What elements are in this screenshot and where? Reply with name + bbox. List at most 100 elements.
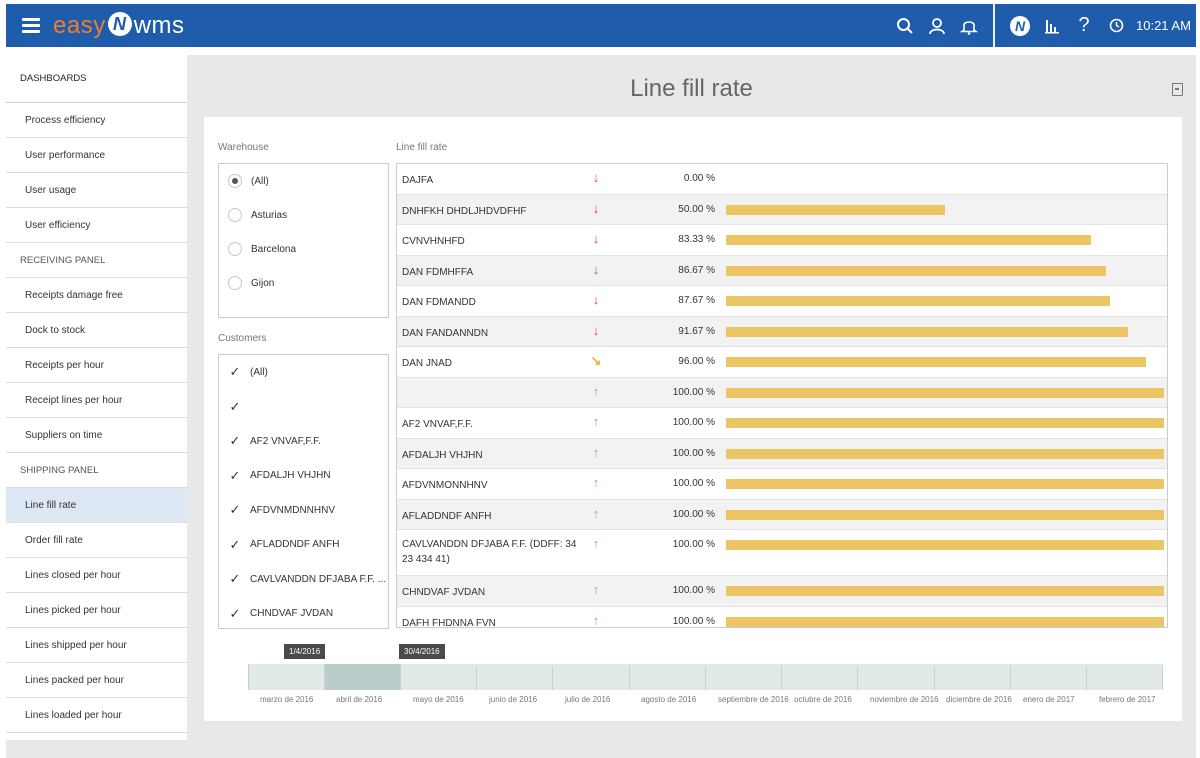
radio-button[interactable] bbox=[228, 208, 242, 222]
fill-rate-value: 0.00 % bbox=[683, 173, 715, 184]
bell-icon[interactable] bbox=[953, 4, 985, 47]
timeline-selection[interactable] bbox=[324, 664, 401, 690]
header-separator bbox=[993, 4, 995, 47]
row-name: DAN JNAD bbox=[402, 358, 453, 369]
checkmark-icon[interactable]: ✓ bbox=[229, 502, 241, 518]
timeline-month-label: agosto de 2016 bbox=[641, 695, 697, 704]
radio-button[interactable] bbox=[228, 242, 242, 256]
sidebar-item-suppliers-on-time[interactable]: Suppliers on time bbox=[6, 418, 187, 453]
customer-option-label: AFDALJH VHJHN bbox=[250, 470, 331, 482]
table-row[interactable]: CAVLVANDDN DFJABA F.F. (DDFF: 34 23 434 … bbox=[397, 530, 1167, 576]
timeline-tick bbox=[705, 666, 706, 690]
trend-up-arrow-icon: ↑ bbox=[592, 444, 600, 460]
customer-option-blank[interactable]: ✓ bbox=[219, 390, 388, 425]
row-name: AFDVNMONNHNV bbox=[402, 480, 488, 491]
warehouse-option-gijon[interactable]: Gijon bbox=[219, 266, 388, 300]
sidebar-item-user-efficiency[interactable]: User efficiency bbox=[6, 208, 187, 243]
timeline-end-handle[interactable]: 30/4/2016 bbox=[399, 644, 445, 659]
table-row[interactable]: AFLADDNDF ANFH ↑ 100.00 % bbox=[397, 499, 1167, 530]
checkmark-icon[interactable]: ✓ bbox=[229, 571, 241, 587]
checkmark-icon[interactable]: ✓ bbox=[229, 467, 241, 483]
bar-track bbox=[726, 586, 1164, 596]
warehouse-option-all[interactable]: (All) bbox=[219, 164, 388, 198]
checkmark-icon[interactable]: ✓ bbox=[229, 433, 241, 449]
row-name: AFDALJH VHJHN bbox=[402, 449, 483, 461]
logo-badge: N bbox=[107, 12, 132, 36]
customer-option-label: (All) bbox=[250, 366, 268, 378]
help-icon[interactable]: ? bbox=[1078, 14, 1090, 36]
sidebar-item-process-efficiency[interactable]: Process efficiency bbox=[6, 103, 187, 138]
bar-track bbox=[726, 204, 1164, 215]
sidebar-item-user-usage[interactable]: User usage bbox=[6, 173, 187, 208]
sidebar-title: DASHBOARDS bbox=[6, 55, 187, 103]
table-row[interactable]: DAN FANDANNDN ↓ 91.67 % bbox=[397, 316, 1167, 347]
radio-button[interactable] bbox=[228, 174, 242, 188]
line-fill-rate-table: DAJFA ↓ 0.00 % DNHFKH DHDLJHDVDFHF ↓ 50.00 % C… bbox=[396, 163, 1168, 628]
customer-option-afdvnmdnnhnv[interactable]: ✓ AFDVNMDNNHNV bbox=[219, 493, 388, 528]
table-row[interactable]: CVNVHNHFD ↓ 83.33 % bbox=[397, 225, 1167, 256]
fill-rate-bar bbox=[726, 616, 1164, 627]
search-icon[interactable] bbox=[889, 4, 921, 47]
chart-icon[interactable] bbox=[1036, 4, 1068, 47]
chart-title: Line fill rate bbox=[396, 142, 448, 153]
brand-icon[interactable]: N bbox=[1004, 4, 1036, 47]
sidebar-item-lines-picked-per-hour[interactable]: Lines picked per hour bbox=[6, 593, 187, 628]
table-row[interactable]: DAFH FHDNNA FVN ↑ 100.00 % bbox=[397, 607, 1167, 627]
sidebar-item-receipts-per-hour[interactable]: Receipts per hour bbox=[6, 348, 187, 383]
row-name: CVNVHNHFD bbox=[402, 236, 465, 247]
customer-option-cavlvanddn-dfjaba-f-f[interactable]: ✓ CAVLVANDDN DFJABA F.F. ... bbox=[219, 562, 388, 597]
checkmark-icon[interactable]: ✓ bbox=[229, 605, 241, 621]
table-row[interactable]: AFDVNMONNHNV ↑ 100.00 % bbox=[397, 469, 1167, 500]
customer-option-afladdndf-anfh[interactable]: ✓ AFLADDNDF ANFH bbox=[219, 528, 388, 563]
table-row[interactable]: AFDALJH VHJHN ↑ 100.00 % bbox=[397, 438, 1167, 469]
radio-button[interactable] bbox=[228, 276, 242, 290]
customer-option-afdaljh-vhjhn[interactable]: ✓ AFDALJH VHJHN bbox=[219, 459, 388, 494]
clock-icon bbox=[1100, 4, 1132, 47]
timeline-month-label: marzo de 2016 bbox=[260, 695, 314, 704]
dashboard-panel: Warehouse (All) Asturias Barcelona Gijon Cu… bbox=[204, 117, 1182, 721]
sidebar-item-order-fill-rate[interactable]: Order fill rate bbox=[6, 523, 187, 558]
checkmark-icon[interactable]: ✓ bbox=[229, 398, 241, 414]
sidebar-item-lines-loaded-per-hour[interactable]: Lines loaded per hour bbox=[6, 698, 187, 733]
table-row[interactable]: CHNDVAF JVDAN ↑ 100.00 % bbox=[397, 576, 1167, 607]
sidebar-item-line-fill-rate[interactable]: Line fill rate bbox=[6, 488, 187, 523]
sidebar: DASHBOARDS Process efficiency User perfor… bbox=[6, 55, 187, 740]
customer-option-af2-vnvaf-f-f[interactable]: ✓ AF2 VNVAF,F.F. bbox=[219, 424, 388, 459]
fill-rate-bar bbox=[726, 418, 1164, 428]
fill-rate-value: 100.00 % bbox=[672, 539, 715, 550]
table-row[interactable]: DAN FDMHFFA ↓ 86.67 % bbox=[397, 255, 1167, 286]
customer-option-all[interactable]: ✓ (All) bbox=[219, 355, 388, 390]
customer-option-chndvaf-jvdan[interactable]: ✓ CHNDVAF JVDAN bbox=[219, 597, 388, 629]
row-name: DAJFA bbox=[402, 175, 434, 186]
menu-icon[interactable] bbox=[22, 18, 40, 33]
warehouse-option-asturias[interactable]: Asturias bbox=[219, 198, 388, 232]
sidebar-item-lines-shipped-per-hour[interactable]: Lines shipped per hour bbox=[6, 628, 187, 663]
user-icon[interactable] bbox=[921, 4, 953, 47]
sidebar-item-receipts-damage-free[interactable]: Receipts damage free bbox=[6, 278, 187, 313]
fill-rate-value: 86.67 % bbox=[678, 264, 715, 276]
timeline-start-handle[interactable]: 1/4/2016 bbox=[284, 644, 326, 659]
bar-track bbox=[726, 479, 1164, 489]
warehouse-option-barcelona[interactable]: Barcelona bbox=[219, 232, 388, 266]
timeline-tick bbox=[324, 666, 325, 690]
fill-rate-bar bbox=[726, 296, 1110, 306]
table-row[interactable]: AF2 VNVAF,F.F. ↑ 100.00 % bbox=[397, 408, 1167, 439]
checkmark-icon[interactable]: ✓ bbox=[229, 364, 241, 380]
sidebar-item-lines-closed-per-hour[interactable]: Lines closed per hour bbox=[6, 558, 187, 593]
table-row[interactable]: DAJFA ↓ 0.00 % bbox=[397, 164, 1167, 195]
sidebar-item-receipt-lines-per-hour[interactable]: Receipt lines per hour bbox=[6, 383, 187, 418]
sidebar-item-user-performance[interactable]: User performance bbox=[6, 138, 187, 173]
table-row[interactable]: DAN JNAD ↘ 96.00 % bbox=[397, 347, 1167, 378]
table-row[interactable]: DAN FDMANDD ↓ 87.67 % bbox=[397, 286, 1167, 317]
timeline-month-label: abril de 2016 bbox=[336, 695, 383, 704]
row-name: AFLADDNDF ANFH bbox=[402, 510, 492, 522]
sidebar-item-dock-to-stock[interactable]: Dock to stock bbox=[6, 313, 187, 348]
table-row[interactable]: DNHFKH DHDLJHDVDFHF ↓ 50.00 % bbox=[397, 194, 1167, 225]
table-row[interactable]: ↑ 100.00 % bbox=[397, 377, 1167, 408]
checkmark-icon[interactable]: ✓ bbox=[229, 536, 241, 552]
timeline-range-slider[interactable] bbox=[248, 664, 1163, 690]
row-name: DAN FDMANDD bbox=[402, 297, 476, 308]
sidebar-item-lines-packed-per-hour[interactable]: Lines packed per hour bbox=[6, 663, 187, 698]
export-pdf-icon[interactable] bbox=[1172, 83, 1183, 96]
